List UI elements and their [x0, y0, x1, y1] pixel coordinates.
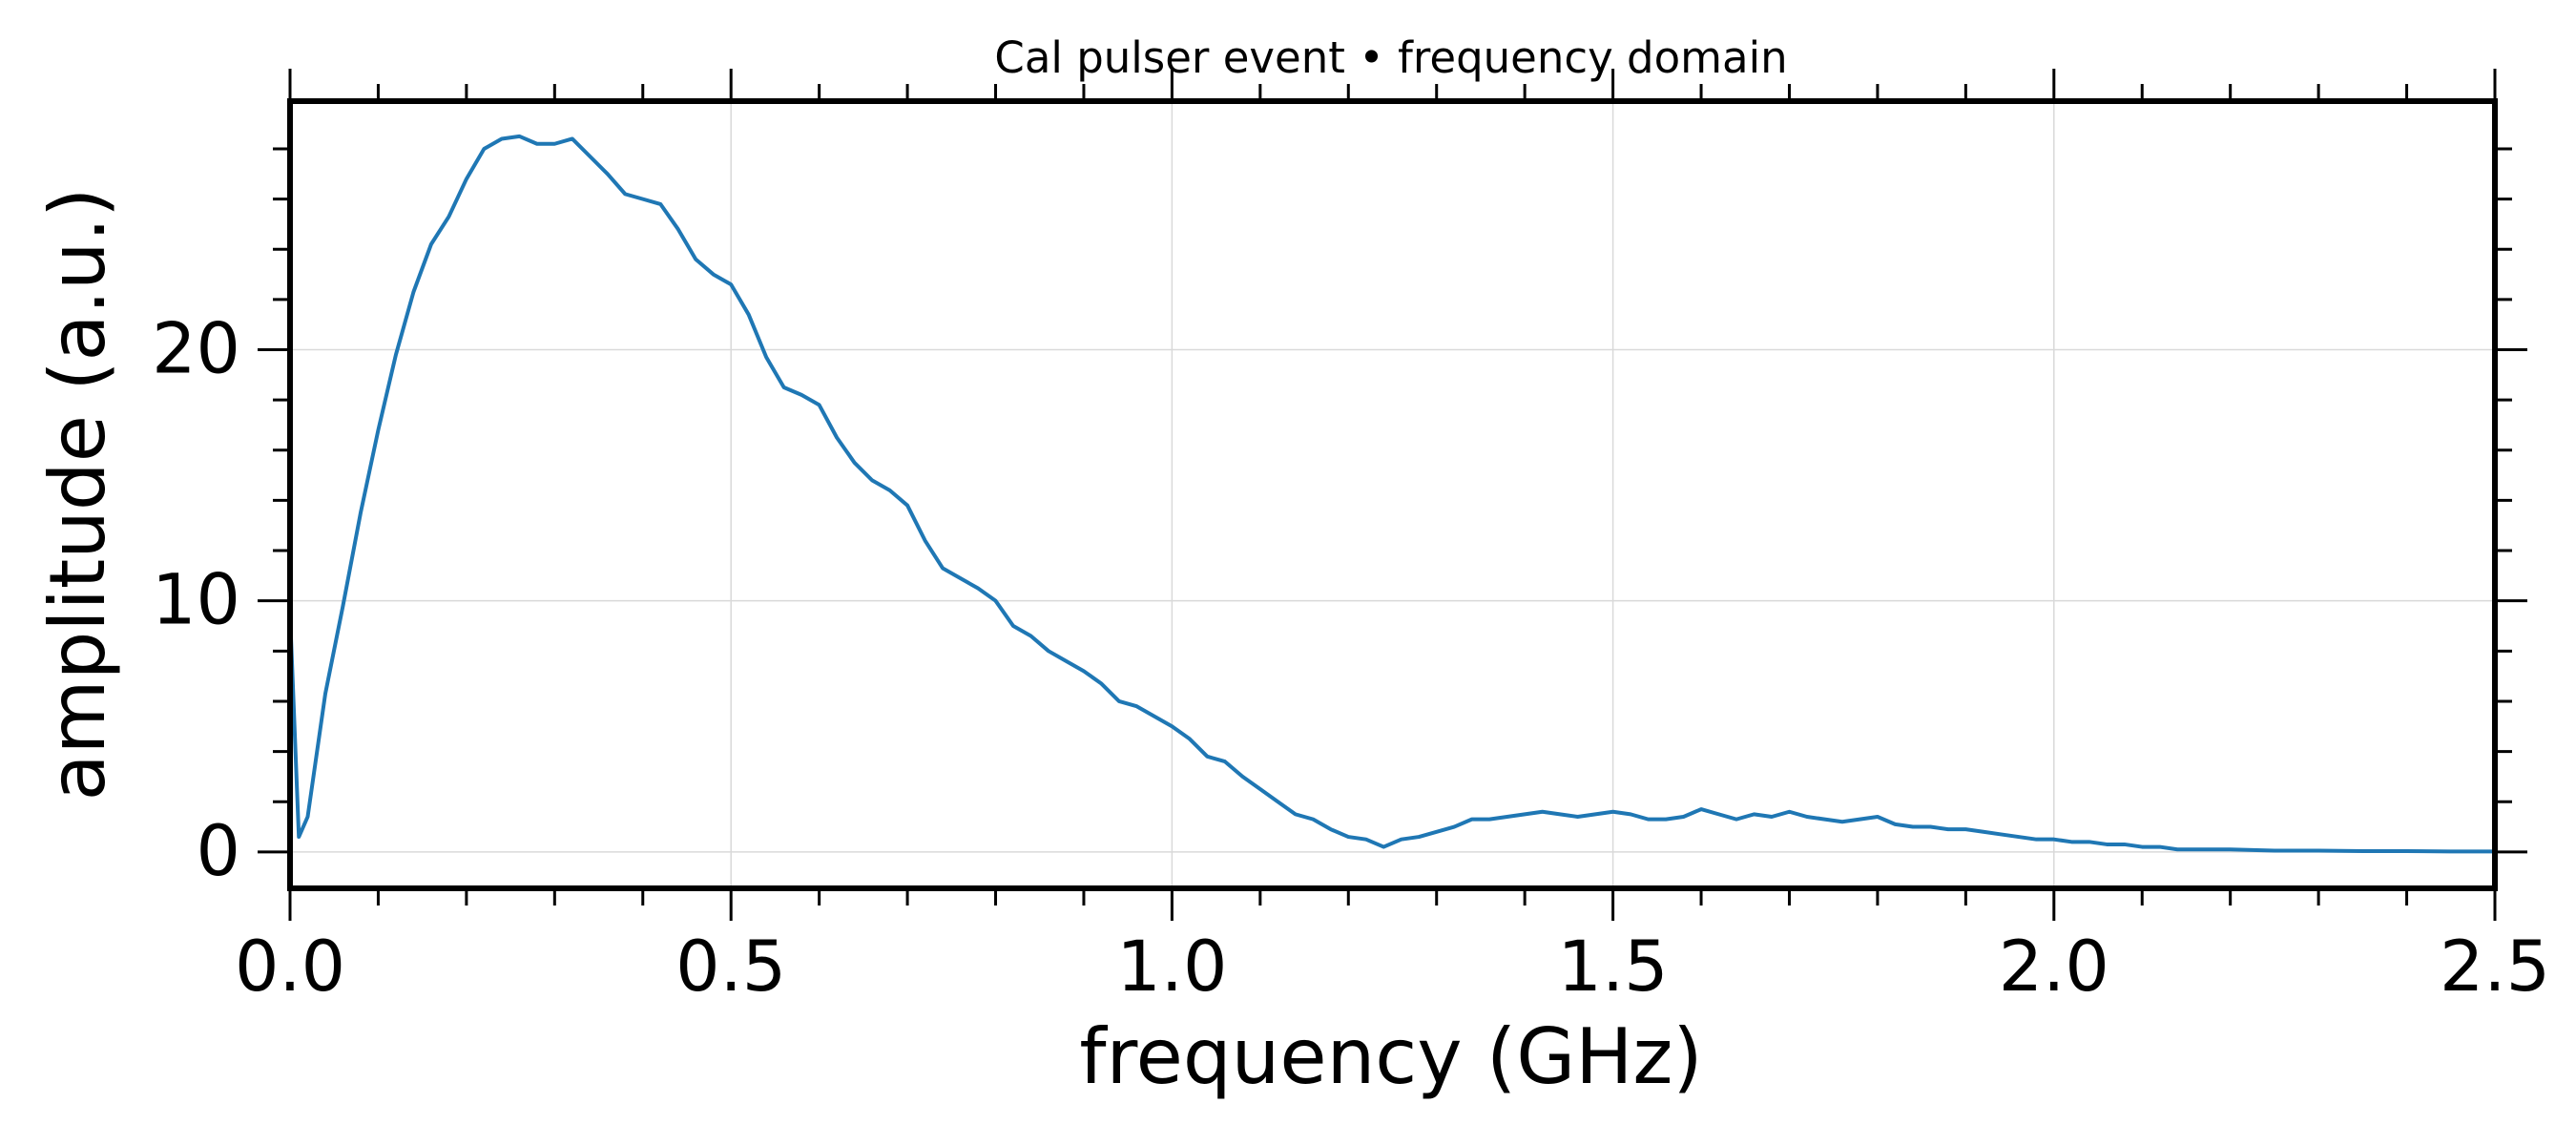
x-tick-label: 0.0 — [235, 926, 345, 1008]
data-line — [288, 134, 2495, 854]
plot-frame — [287, 98, 2498, 891]
x-axis-label: frequency (GHz) — [1079, 1012, 1702, 1101]
x-tick-label: 1.0 — [1116, 926, 1227, 1008]
chart-title: Cal pulser event • frequency domain — [994, 32, 1787, 83]
y-tick-label: 0 — [197, 811, 240, 892]
y-axis-label: amplitude (a.u.) — [33, 188, 122, 802]
x-tick-label: 1.5 — [1558, 926, 1669, 1008]
x-tick-label: 2.0 — [1999, 926, 2109, 1008]
x-tick-label: 2.5 — [2440, 926, 2550, 1008]
x-tick-label: 0.5 — [675, 926, 786, 1008]
y-tick-label: 10 — [152, 560, 240, 641]
y-tick-label: 20 — [152, 309, 240, 390]
